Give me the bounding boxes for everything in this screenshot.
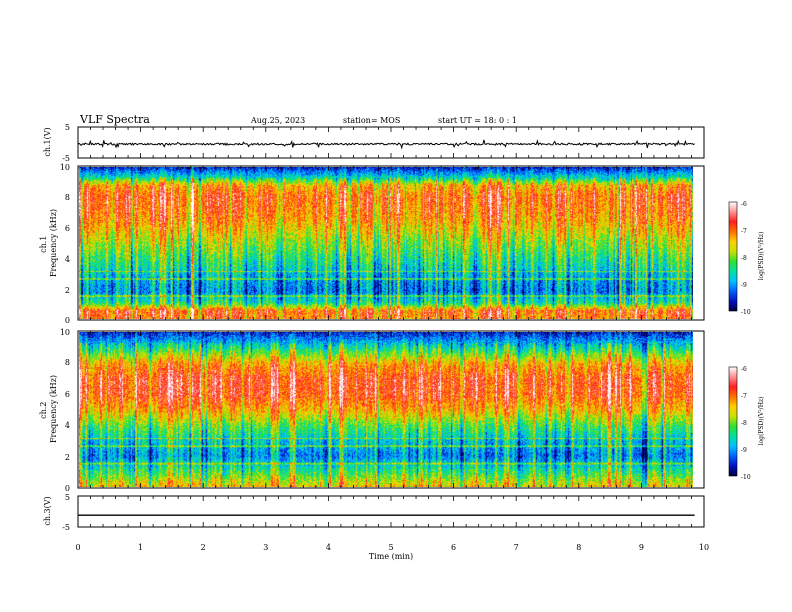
ch1-ylabel-line2: Frequency (kHz) bbox=[49, 209, 58, 277]
ch1-ytick-10: 10 bbox=[60, 163, 70, 172]
ch1-spectrogram-panel: 0 2 4 6 8 10 ch.1 Frequency (kHz) -6 -7 … bbox=[39, 163, 765, 325]
ch2-colorbar-tick-m7: -7 bbox=[741, 393, 747, 400]
ch1-waveform-line bbox=[77, 139, 695, 150]
date-label: Aug.25, 2023 bbox=[250, 116, 305, 125]
xtick-label-8: 8 bbox=[576, 543, 581, 552]
xtick-label-3: 3 bbox=[263, 543, 268, 552]
xtick-label-1: 1 bbox=[138, 543, 143, 552]
x-axis-label: Time (min) bbox=[369, 552, 413, 561]
ch1-ytick-top: 5 bbox=[65, 123, 70, 132]
ch2-colorbar-tick-m10: -10 bbox=[741, 474, 751, 481]
ch1-ytick-6: 6 bbox=[65, 224, 70, 233]
ch2-colorbar-tick-m6: -6 bbox=[741, 366, 747, 373]
xtick-label-5: 5 bbox=[388, 543, 393, 552]
ch3-ytick-top: 5 bbox=[65, 493, 70, 502]
ch2-ytick-0: 0 bbox=[65, 484, 70, 493]
xtick-label-10: 10 bbox=[699, 543, 709, 552]
ch1-ytick-8: 8 bbox=[65, 193, 70, 202]
ch2-ytick-6: 6 bbox=[65, 390, 70, 399]
ch1-waveform-panel: 5 -5 ch.1(V) bbox=[43, 123, 705, 163]
ch3-waveform-ylabel: ch.3(V) bbox=[43, 496, 52, 525]
ch1-spectrogram-ylabel: ch.1 Frequency (kHz) bbox=[39, 209, 58, 277]
ch3-waveform-panel: 5 -5 ch.3(V) bbox=[43, 493, 705, 532]
ch1-waveform-frame bbox=[77, 126, 705, 159]
ch1-spectrogram-image bbox=[79, 167, 693, 319]
ch2-ytick-4: 4 bbox=[65, 421, 70, 430]
xtick-label-4: 4 bbox=[326, 543, 331, 552]
figure-title: VLF Spectra bbox=[79, 113, 150, 126]
ch2-ylabel-line1: ch.2 bbox=[39, 402, 48, 419]
ch2-colorbar-tick-m8: -8 bbox=[741, 420, 747, 427]
ch1-colorbar-label: log(PSD)(V²/Hz) bbox=[758, 232, 765, 281]
ch1-colorbar bbox=[728, 201, 738, 312]
ch1-colorbar-tick-m7: -7 bbox=[741, 228, 747, 235]
ch2-colorbar-tick-m9: -9 bbox=[741, 447, 747, 454]
ch2-spectrogram-ylabel: ch.2 Frequency (kHz) bbox=[39, 375, 58, 443]
xtick-label-2: 2 bbox=[201, 543, 206, 552]
xtick-label-0: 0 bbox=[75, 543, 80, 552]
ch1-ytick-4: 4 bbox=[65, 255, 70, 264]
ch2-colorbar bbox=[728, 366, 738, 477]
ch1-colorbar-tick-m9: -9 bbox=[741, 282, 747, 289]
ch2-spectrogram-image bbox=[79, 332, 693, 487]
ch2-colorbar-label: log(PSD)(V²/Hz) bbox=[758, 397, 765, 446]
ch2-ytick-8: 8 bbox=[65, 358, 70, 367]
xtick-label-7: 7 bbox=[514, 543, 519, 552]
ch1-ytick-0: 0 bbox=[65, 316, 70, 325]
start-time-label: start UT = 18: 0 : 1 bbox=[438, 116, 517, 125]
time-axis: 0 1 2 3 4 5 6 7 8 9 10 Time (min) bbox=[75, 543, 709, 561]
xtick-label-9: 9 bbox=[639, 543, 644, 552]
ch1-ylabel-line1: ch.1 bbox=[39, 236, 48, 253]
ch2-ytick-10: 10 bbox=[60, 328, 70, 337]
ch1-colorbar-tick-m10: -10 bbox=[741, 309, 751, 316]
ch1-colorbar-tick-m6: -6 bbox=[741, 201, 747, 208]
time-axis-ticks bbox=[77, 127, 705, 527]
ch3-ytick-bottom: -5 bbox=[62, 523, 70, 532]
xtick-label-6: 6 bbox=[451, 543, 456, 552]
ch3-waveform-frame bbox=[77, 495, 705, 528]
ch1-ytick-bottom: -5 bbox=[62, 154, 70, 163]
ch2-spectrogram-panel: 0 2 4 6 8 10 ch.2 Frequency (kHz) -6 -7 … bbox=[39, 328, 765, 493]
ch1-waveform-ylabel: ch.1(V) bbox=[43, 127, 52, 156]
ch1-colorbar-tick-m8: -8 bbox=[741, 255, 747, 262]
station-label: station= MOS bbox=[343, 116, 400, 125]
ch1-ytick-2: 2 bbox=[65, 286, 70, 295]
ch2-ytick-2: 2 bbox=[65, 453, 70, 462]
ch2-ylabel-line2: Frequency (kHz) bbox=[49, 375, 58, 443]
